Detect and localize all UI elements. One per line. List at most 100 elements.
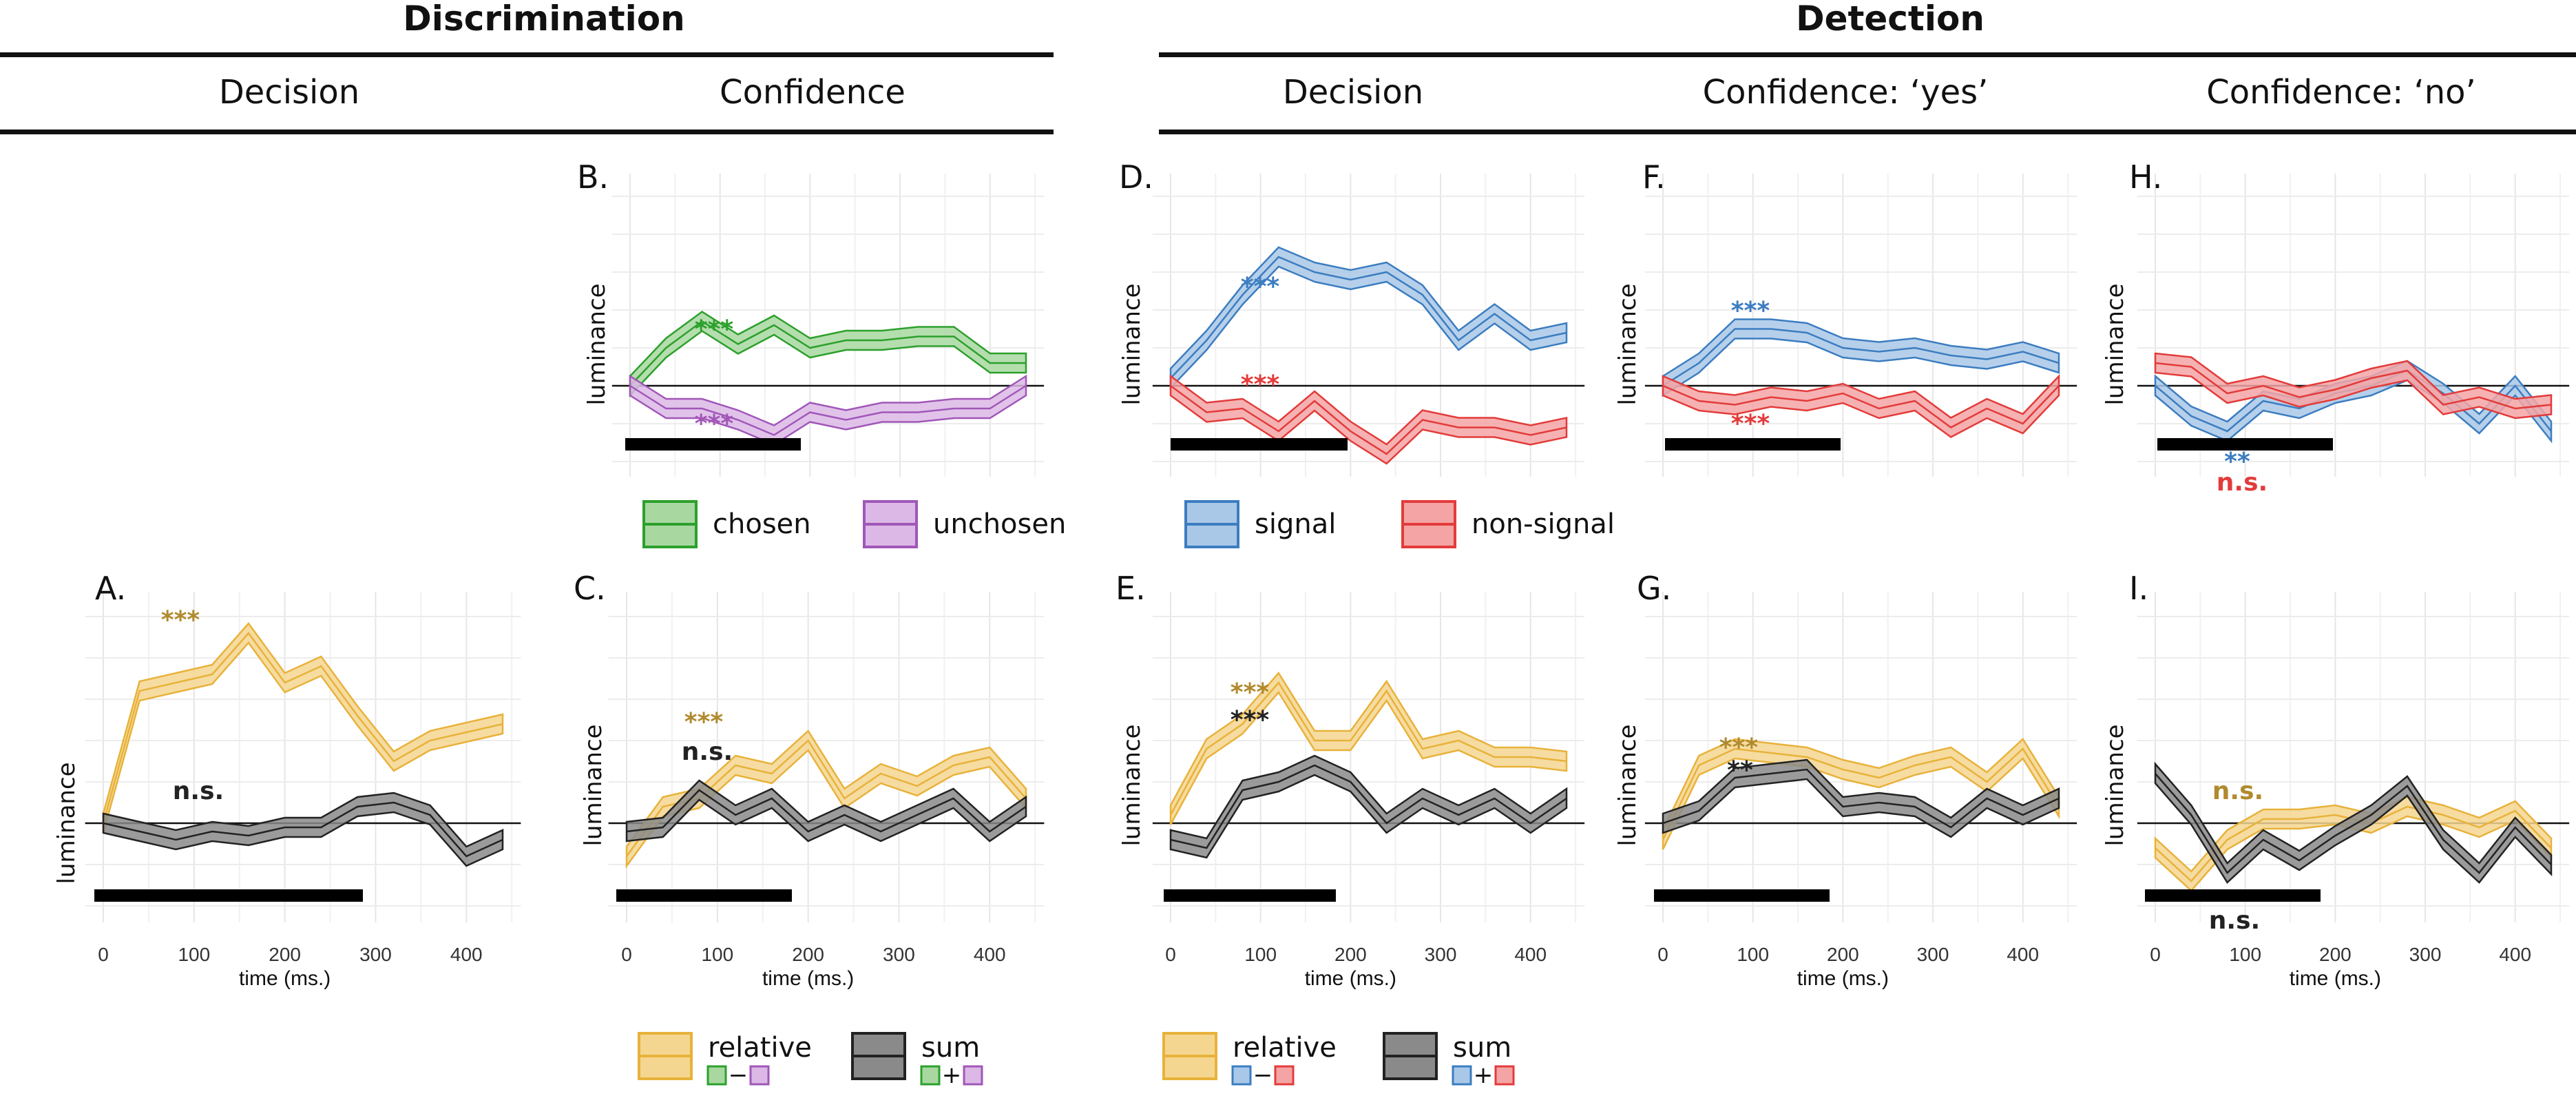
x-tick-label: 300 xyxy=(883,944,915,965)
series-band-gold xyxy=(102,622,504,834)
series-line-red xyxy=(1170,384,1567,455)
legend-operator: − xyxy=(729,1062,748,1089)
significance-bar xyxy=(94,889,363,902)
x-tick-label: 0 xyxy=(1657,944,1668,965)
x-tick-label: 400 xyxy=(974,944,1006,965)
significance-bar xyxy=(1164,889,1336,902)
significance-annotation: *** xyxy=(1731,410,1770,438)
panel-i: I. luminance 0 100 200 300 400 time (ms.) n.s. n.… xyxy=(2102,570,2570,990)
legend-operator: + xyxy=(942,1062,962,1089)
x-tick-label: 200 xyxy=(1334,944,1367,965)
y-axis-label: luminance xyxy=(2102,283,2129,405)
series-band-black xyxy=(625,779,1027,842)
x-tick-label: 300 xyxy=(359,944,392,965)
significance-bar xyxy=(625,438,801,451)
significance-annotation: ** xyxy=(1727,756,1753,785)
x-tick-label: 400 xyxy=(450,944,483,965)
legend-mini-swatch xyxy=(706,1065,727,1086)
y-axis-label: luminance xyxy=(1614,724,1642,846)
panel-label: E. xyxy=(1116,570,1146,607)
column-header-confidence-no: Confidence: ‘no’ xyxy=(2206,73,2476,112)
series-line-red xyxy=(1662,384,2060,428)
x-tick-label: 300 xyxy=(1917,944,1949,965)
series-band-black xyxy=(2154,761,2553,884)
column-header-decision-discrimination: Decision xyxy=(219,73,359,112)
y-axis-label: luminance xyxy=(2102,724,2129,846)
discrimination-rule-bottom xyxy=(0,130,1054,134)
significance-annotation: *** xyxy=(1241,371,1280,399)
x-axis-label: time (ms.) xyxy=(1305,967,1396,990)
x-tick-label: 100 xyxy=(701,944,733,965)
series-line-blue xyxy=(1662,328,2060,387)
series-line-gold xyxy=(1169,681,1567,816)
series-line-purple xyxy=(629,384,1027,436)
x-tick-label: 400 xyxy=(1514,944,1547,965)
series-band-gold xyxy=(1662,738,2060,850)
series-line-blue xyxy=(1170,256,1567,379)
x-tick-label: 200 xyxy=(1827,944,1859,965)
significance-annotation: *** xyxy=(1241,273,1280,301)
y-axis-label: luminance xyxy=(583,283,611,405)
discrimination-header: Discrimination xyxy=(403,0,684,39)
x-axis-label: time (ms.) xyxy=(762,967,854,990)
column-header-decision-detection: Decision xyxy=(1283,73,1423,112)
significance-annotation: *** xyxy=(161,606,200,634)
x-tick-label: 0 xyxy=(621,944,632,965)
series-line-black xyxy=(103,801,503,858)
series-line-black xyxy=(1662,768,2060,829)
x-axis-label: time (ms.) xyxy=(2290,967,2381,990)
panel-f: F. luminance *** *** xyxy=(1614,158,2077,477)
legend-label: sum xyxy=(921,1032,980,1064)
x-tick-label: 200 xyxy=(792,944,824,965)
significance-annotation: *** xyxy=(1231,679,1270,707)
series-line-black xyxy=(2155,773,2552,874)
panel-b: B. luminance *** *** xyxy=(577,158,1045,477)
panel-label: I. xyxy=(2129,570,2148,607)
series-band-black xyxy=(102,792,504,867)
legend-mini-swatch xyxy=(1494,1065,1515,1086)
legend: relative− sum+ xyxy=(1162,1032,1515,1089)
significance-annotation: *** xyxy=(1231,706,1270,734)
series-band-gold xyxy=(1169,671,1568,825)
legend-operator: − xyxy=(1253,1062,1273,1089)
significance-bar xyxy=(1665,438,1841,451)
legend: signal non-signal xyxy=(1184,500,1615,548)
panel-c: C. luminance 0 100 200 300 400 time (ms.) ***n.s… xyxy=(574,570,1045,990)
series-band-green xyxy=(629,310,1027,398)
significance-annotation: n.s. xyxy=(2209,907,2260,935)
y-axis-label: luminance xyxy=(580,724,607,846)
legend-mini-swatch xyxy=(1274,1065,1295,1086)
y-axis-label: luminance xyxy=(1118,283,1146,405)
legend: relative− sum+ xyxy=(638,1032,983,1089)
x-axis-label: time (ms.) xyxy=(1797,967,1889,990)
panel-label: A. xyxy=(95,570,126,607)
x-tick-label: 0 xyxy=(98,944,109,965)
legend-label: signal xyxy=(1255,508,1336,540)
significance-bar xyxy=(2157,438,2333,451)
panel-label: F. xyxy=(1642,158,1666,196)
series-band-blue xyxy=(1169,246,1568,391)
x-tick-label: 0 xyxy=(1165,944,1176,965)
significance-annotation: n.s. xyxy=(2217,468,2268,497)
panel-label: B. xyxy=(577,158,609,196)
series-line-black xyxy=(1170,764,1567,849)
significance-annotation: *** xyxy=(684,708,724,736)
legend-label: non-signal xyxy=(1472,508,1615,540)
y-axis-label: luminance xyxy=(1118,724,1146,846)
significance-annotation: ** xyxy=(2224,448,2250,476)
series-band-black xyxy=(1662,758,2060,838)
legend-label: chosen xyxy=(713,508,811,540)
x-tick-label: 0 xyxy=(2150,944,2161,965)
y-axis-label: luminance xyxy=(1614,283,1642,405)
x-tick-label: 400 xyxy=(2007,944,2039,965)
series-line-red xyxy=(2155,362,2552,410)
legend-label: relative xyxy=(1233,1032,1337,1064)
detection-header: Detection xyxy=(1796,0,1985,39)
series-line-gold xyxy=(102,632,503,824)
significance-annotation: *** xyxy=(695,316,734,344)
legend-mini-swatch xyxy=(920,1065,941,1086)
significance-annotation: n.s. xyxy=(682,738,733,766)
panel-label: C. xyxy=(574,570,606,607)
panel-h: H. luminance **n.s. xyxy=(2102,158,2570,497)
significance-annotation: n.s. xyxy=(2212,777,2263,805)
